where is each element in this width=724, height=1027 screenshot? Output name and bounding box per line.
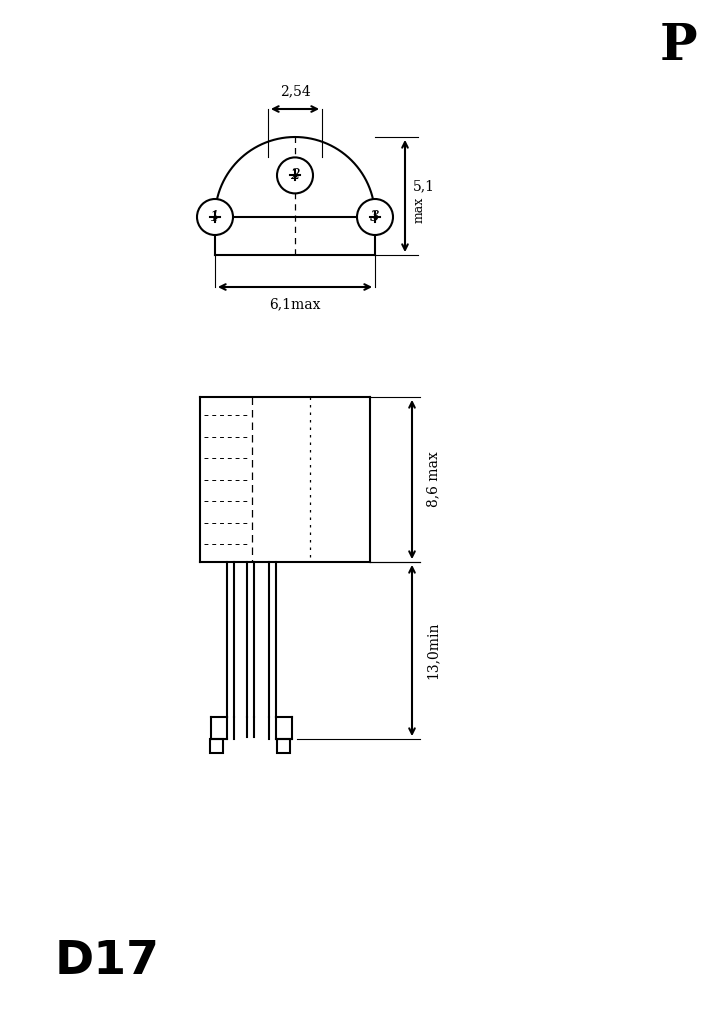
Bar (209, 739, 222, 753)
Text: 5,1: 5,1 (413, 179, 435, 193)
Text: 6,1max: 6,1max (269, 297, 321, 311)
Text: 3: 3 (370, 210, 380, 224)
Text: P: P (659, 23, 696, 72)
Circle shape (277, 157, 313, 193)
Text: 8,6 max: 8,6 max (426, 452, 440, 507)
Text: max: max (413, 197, 426, 223)
Circle shape (357, 199, 393, 235)
Text: 13,0min: 13,0min (426, 621, 440, 679)
Text: 2: 2 (290, 168, 300, 183)
Text: D17: D17 (55, 940, 160, 985)
Bar (277, 739, 290, 753)
Text: 1: 1 (210, 210, 220, 224)
Text: 2,54: 2,54 (279, 84, 311, 98)
Circle shape (197, 199, 233, 235)
